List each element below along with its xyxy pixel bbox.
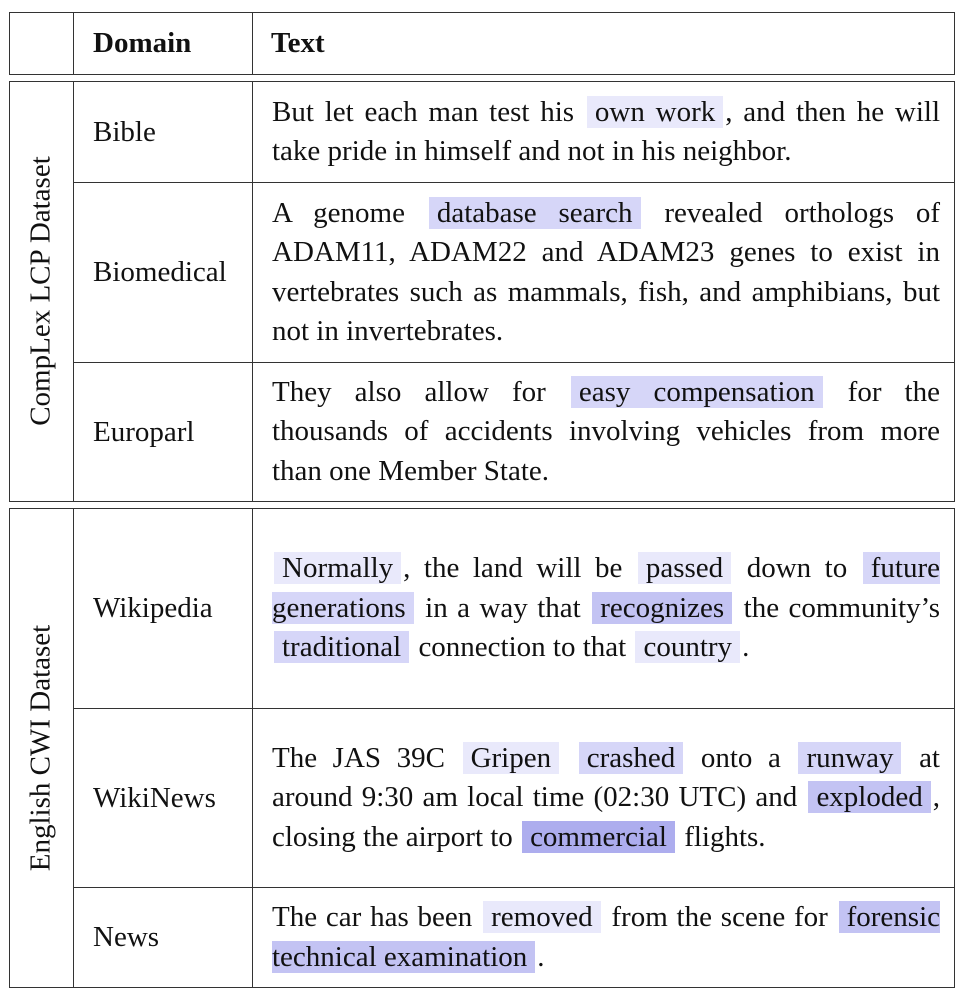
highlighted-word: Gripen — [462, 741, 560, 774]
column-header-text: Text — [271, 27, 325, 59]
text-segment: They also allow for — [272, 375, 569, 408]
text-content: The car has been removed from the scene … — [272, 898, 941, 977]
text-content: Normally, the land will be passed down t… — [272, 549, 941, 668]
highlighted-word: own work — [586, 95, 724, 128]
column-header-domain: Domain — [93, 27, 192, 59]
text-content: But let each man test his own work, and … — [272, 93, 940, 172]
header-divider-2 — [252, 12, 253, 75]
row-divider — [73, 708, 955, 709]
domain-europarl: Europarl — [93, 415, 195, 448]
row-divider — [73, 887, 955, 888]
text-segment: But let each man test his — [272, 95, 585, 128]
complex-lcp-block — [9, 81, 955, 502]
highlighted-word: runway — [798, 741, 902, 774]
text-content: They also allow for easy compensation fo… — [272, 373, 940, 492]
text-segment: for the thousands of accidents involving… — [272, 375, 940, 487]
text-segment: revealed orthologs of ADAM11, ADAM22 and… — [272, 196, 940, 348]
text-news: The car has been removed from the scene … — [254, 888, 954, 987]
highlighted-word: passed — [637, 552, 732, 585]
text-segment: down to — [733, 552, 861, 585]
complex-divider-2 — [252, 81, 253, 502]
highlighted-word: country — [635, 631, 741, 664]
text-segment: flights. — [676, 820, 766, 853]
row-divider — [73, 182, 955, 183]
table-header-frame — [9, 12, 955, 75]
domain-wikinews: WikiNews — [93, 781, 216, 814]
cwi-divider-1 — [73, 508, 74, 988]
text-biomedical: A genome database search revealed orthol… — [254, 183, 954, 362]
text-europarl: They also allow for easy compensation fo… — [254, 363, 954, 501]
text-wikipedia: Normally, the land will be passed down t… — [254, 509, 954, 708]
text-segment: , and then he will take pride in himself… — [272, 95, 941, 168]
group-label-cwi: English CWI Dataset — [24, 624, 57, 872]
text-content: A genome database search revealed orthol… — [272, 194, 940, 352]
domain-bible: Bible — [93, 115, 156, 148]
text-segment: The car has been — [272, 901, 482, 933]
text-segment — [561, 742, 577, 774]
text-segment: . — [537, 940, 545, 973]
header-divider-1 — [73, 12, 74, 75]
highlighted-word: commercial — [522, 820, 675, 853]
english-cwi-block — [9, 508, 955, 988]
domain-news: News — [93, 921, 160, 953]
text-segment: the community’s — [734, 591, 940, 624]
cwi-divider-2 — [252, 508, 253, 988]
text-segment: from the scene for — [602, 901, 837, 933]
text-content: The JAS 39C Gripen crashed onto a runway… — [272, 739, 940, 858]
highlighted-word: exploded — [808, 781, 931, 814]
domain-biomedical: Biomedical — [93, 256, 227, 288]
row-divider — [73, 362, 955, 363]
highlighted-word: database search — [428, 196, 641, 229]
text-segment: The JAS 39C — [272, 741, 461, 774]
text-segment: . — [742, 631, 750, 664]
highlighted-word: traditional — [274, 631, 410, 664]
text-wikinews: The JAS 39C Gripen crashed onto a runway… — [254, 709, 954, 887]
highlighted-word: removed — [483, 901, 601, 933]
highlighted-word: recognizes — [592, 591, 733, 624]
complex-divider-1 — [73, 81, 74, 502]
text-segment: A genome — [272, 196, 427, 229]
highlighted-word: Normally — [274, 552, 402, 585]
group-label-complex: CompLex LCP Dataset — [24, 156, 57, 426]
highlighted-word: easy compensation — [570, 375, 823, 408]
highlighted-word: crashed — [578, 741, 684, 774]
text-segment: , the land will be — [403, 552, 636, 585]
text-segment: at around 9:30 am local time (02:30 UTC)… — [272, 741, 940, 814]
text-segment: onto a — [685, 741, 797, 774]
text-segment: connection to that — [411, 631, 634, 664]
domain-wikipedia: Wikipedia — [93, 592, 213, 624]
text-segment: , closing the airport to — [272, 781, 940, 853]
text-bible: But let each man test his own work, and … — [254, 82, 954, 182]
text-segment: in a way that — [415, 591, 591, 624]
